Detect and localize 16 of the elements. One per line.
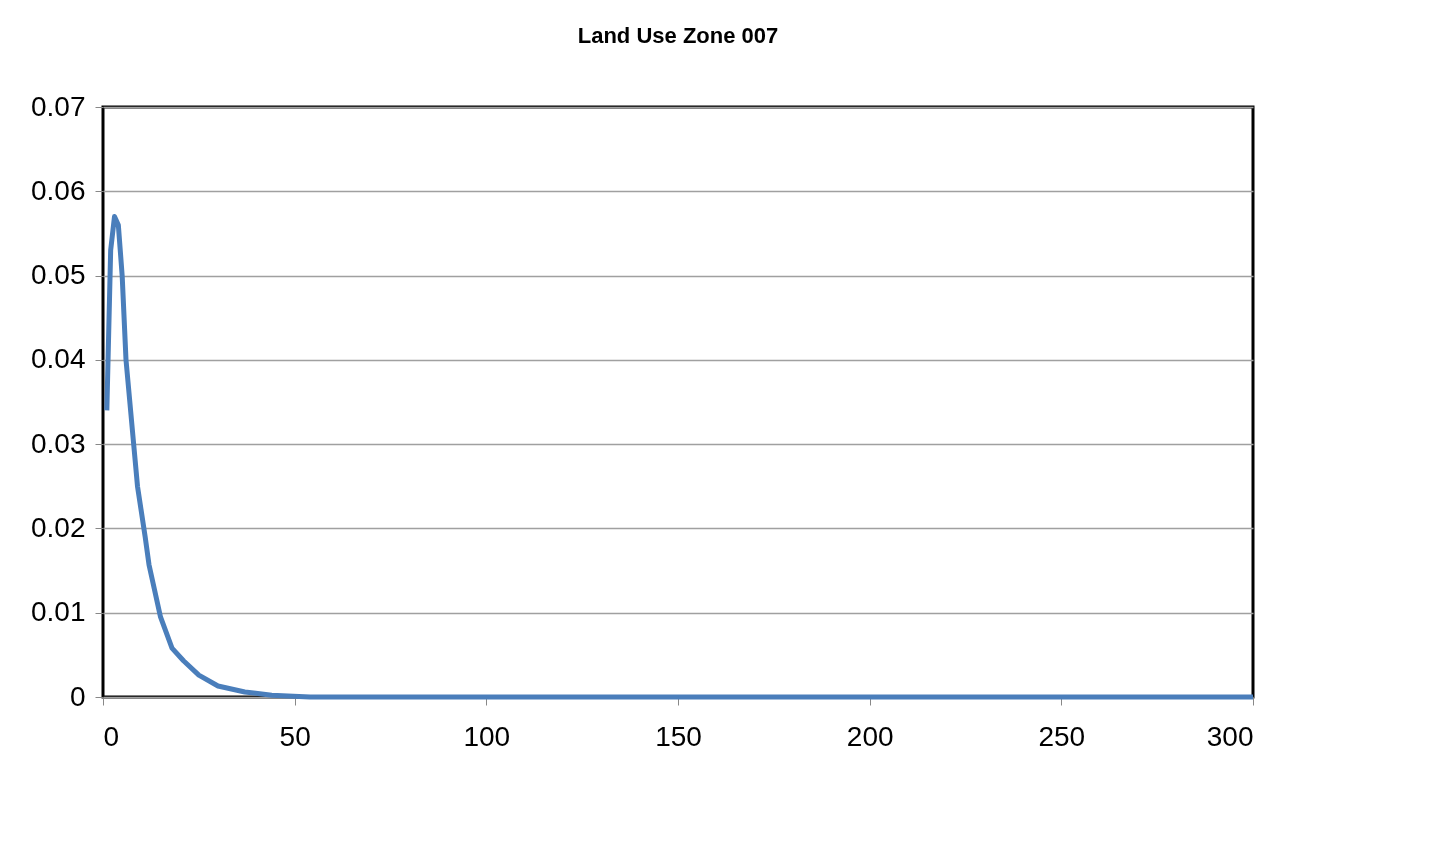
x-tick-label: 150 <box>655 720 702 752</box>
y-tick-label: 0.07 <box>31 90 86 122</box>
x-tick-label: 0 <box>103 720 120 752</box>
y-tick-label: 0.03 <box>31 427 86 459</box>
y-tick-label: 0.06 <box>31 174 86 206</box>
x-tick-label: 300 <box>1206 720 1254 752</box>
x-tick-label: 100 <box>463 720 511 752</box>
x-tick-label: 250 <box>1038 720 1086 752</box>
y-tick-label: 0.05 <box>31 259 86 291</box>
x-tick-label: 200 <box>846 720 894 752</box>
y-tick-label: 0.02 <box>31 511 86 543</box>
y-tick-label: 0.01 <box>31 596 86 628</box>
x-tick-label: 50 <box>279 720 311 752</box>
y-tick-label: 0 <box>69 680 86 712</box>
chart-title: Land Use Zone 007 <box>577 23 779 48</box>
y-tick-label: 0.04 <box>31 343 86 375</box>
